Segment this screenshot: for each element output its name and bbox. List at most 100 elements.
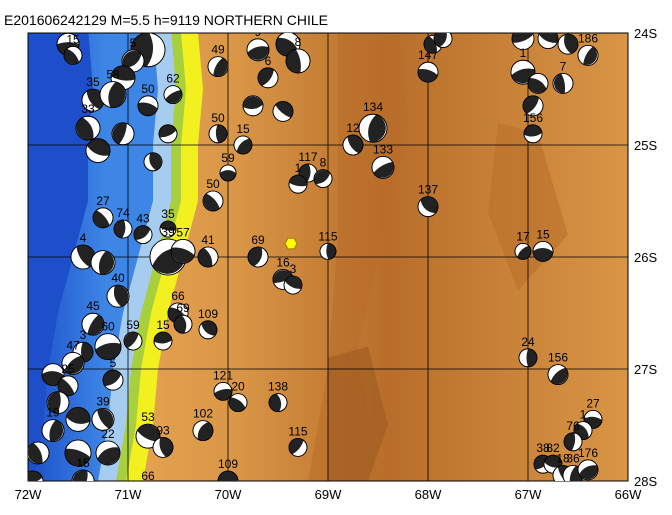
focal-mechanism-beachball[interactable]: 39 [91, 394, 115, 431]
focal-mechanism-beachball[interactable]: 53 [135, 410, 161, 449]
focal-mechanism-beachball[interactable]: 50 [202, 177, 224, 212]
focal-mechanism-beachball[interactable]: 186 [577, 31, 599, 66]
focal-mechanism-beachball[interactable]: 41 [197, 233, 219, 268]
depth-label: 45 [86, 299, 100, 313]
focal-mechanism-beachball[interactable]: 133 [371, 142, 395, 179]
focal-mechanism-beachball[interactable] [111, 122, 135, 146]
focal-mechanism-beachball[interactable]: 109 [198, 307, 218, 340]
focal-mechanism-beachball[interactable]: 115 [288, 424, 308, 457]
focal-mechanism-beachball[interactable] [27, 441, 50, 465]
focal-mechanism-beachball[interactable]: 66 [139, 469, 157, 501]
depth-label: 22 [101, 427, 115, 441]
lat-tick-label: 24S [634, 26, 657, 41]
focal-mechanism-beachball[interactable]: 74 [113, 206, 133, 239]
focal-mechanism-beachball[interactable]: 9 [246, 25, 270, 62]
focal-mechanism-beachball[interactable]: 25 [57, 362, 79, 397]
focal-mechanism-beachball[interactable]: 35 [81, 75, 105, 112]
depth-label: 4 [80, 231, 87, 245]
focal-mechanism-beachball[interactable]: 33 [75, 102, 101, 141]
focal-mechanism-beachball[interactable]: 17 [514, 229, 532, 260]
focal-mechanism-beachball[interactable]: 57 [170, 225, 196, 264]
lat-tick-label: 26S [634, 250, 657, 265]
focal-mechanism-beachball[interactable]: 121 [213, 368, 233, 401]
focal-mechanism-beachball[interactable] [527, 73, 549, 94]
focal-mechanism-beachball[interactable]: 137 [417, 183, 439, 218]
depth-label: 41 [201, 233, 215, 247]
focal-mechanism-beachball[interactable] [64, 439, 92, 467]
focal-mechanism-beachball[interactable]: 43 [133, 212, 153, 245]
focal-mechanism-beachball[interactable]: 49 [207, 43, 229, 77]
focal-mechanism-beachball[interactable] [65, 406, 91, 432]
focal-mechanism-beachball[interactable]: 24 [518, 335, 538, 368]
focal-mechanism-beachball[interactable]: 60 [94, 320, 122, 361]
focal-mechanism-beachball[interactable] [242, 95, 264, 117]
depth-label: 12 [346, 121, 360, 135]
focal-mechanism-beachball[interactable]: 1 [288, 161, 308, 194]
focal-mechanism-beachball[interactable]: 15 [532, 227, 554, 262]
focal-mechanism-beachball[interactable]: 59 [219, 151, 237, 182]
depth-label: 38 [536, 441, 550, 455]
focal-mechanism-beachball[interactable] [85, 138, 111, 164]
epicenter-marker[interactable] [284, 237, 298, 250]
depth-label: 156 [523, 111, 543, 125]
depth-label: 18 [556, 451, 570, 465]
focal-mechanism-beachball[interactable]: 58 [99, 68, 127, 108]
focal-mechanism-beachball[interactable] [158, 124, 178, 144]
focal-mechanism-beachball[interactable]: 47 [61, 338, 85, 375]
focal-mechanism-beachball[interactable]: 22 [95, 427, 121, 466]
focal-mechanism-beachball[interactable]: 156 [547, 351, 569, 386]
focal-mechanism-beachball[interactable]: 6 [257, 54, 279, 89]
focal-mechanism-beachball[interactable]: 176 [577, 446, 599, 481]
focal-mechanism-beachball[interactable] [23, 470, 44, 491]
focal-mechanism-beachball[interactable]: 76 [563, 419, 583, 452]
focal-mechanism-beachball[interactable]: 213 [537, 15, 559, 49]
focal-mechanism-beachball[interactable]: 102 [192, 407, 214, 442]
focal-mechanism-beachball[interactable]: 50 [137, 82, 159, 117]
focal-mechanism-beachball[interactable]: 20 [228, 380, 248, 413]
focal-mechanism-beachball[interactable]: 45 [81, 299, 105, 336]
depth-label: 7 [560, 59, 567, 73]
focal-mechanism-beachball[interactable]: 59 [123, 318, 143, 351]
focal-mechanism-beachball[interactable]: 5 [102, 356, 124, 391]
focal-mechanism-beachball[interactable]: 8 [313, 156, 333, 189]
focal-mechanism-beachball[interactable]: 12 [342, 121, 364, 156]
focal-mechanism-beachball[interactable]: 62 [163, 72, 183, 104]
focal-mechanism-beachball[interactable]: 4 [70, 231, 96, 270]
focal-mechanism-beachball[interactable]: 15 [153, 318, 173, 351]
focal-mechanism-beachball[interactable]: 7 [552, 59, 574, 94]
depth-label: 191 [513, 14, 533, 28]
focal-mechanism-beachball[interactable]: 3 [283, 262, 303, 295]
focal-mechanism-beachball[interactable]: 93 [152, 423, 174, 458]
depth-label: 39 [161, 225, 175, 239]
focal-mechanism-beachball[interactable]: 191 [511, 14, 535, 50]
focal-mechanism-beachball[interactable]: 134 [358, 100, 388, 143]
focal-mechanism-beachball[interactable]: 115 [318, 229, 338, 260]
focal-mechanism-beachball[interactable]: 156 [523, 111, 543, 144]
focal-mechanism-beachball[interactable]: 19 [41, 406, 65, 443]
lat-tick-label: 25S [634, 138, 657, 153]
depth-label: 115 [318, 229, 337, 243]
focal-mechanism-beachball[interactable]: 8 [285, 35, 311, 74]
depth-label: 109 [218, 457, 238, 471]
focal-mechanism-beachball[interactable]: 109 [217, 457, 239, 491]
depth-label: 109 [198, 307, 218, 321]
focal-mechanism-beachball[interactable]: 15 [233, 122, 253, 155]
focal-mechanism-beachball[interactable]: 15 [63, 32, 83, 65]
focal-mechanism-beachball[interactable] [143, 152, 163, 172]
focal-mechanism-beachball[interactable]: 40 [106, 271, 130, 308]
focal-mechanism-beachball[interactable]: 138 [268, 380, 288, 413]
focal-mechanism-beachball[interactable]: 50 [208, 111, 228, 144]
focal-mechanism-beachball[interactable] [522, 95, 544, 117]
focal-mechanism-beachball[interactable] [272, 101, 294, 122]
focal-mechanism-beachball[interactable]: 35 [159, 207, 177, 238]
focal-mechanism-beachball[interactable]: 15 [71, 456, 95, 492]
focal-mechanism-beachball[interactable]: 131 [433, 16, 453, 48]
focal-mechanism-beachball[interactable]: 215 [557, 20, 579, 55]
focal-mechanism-beachball[interactable] [46, 391, 70, 415]
focal-mechanism-beachball[interactable]: 69 [247, 233, 269, 268]
focal-mechanism-beachball[interactable] [90, 250, 116, 276]
depth-label: 15 [236, 122, 250, 136]
focal-mechanism-beachball[interactable]: 27 [92, 194, 114, 229]
focal-mechanism-beachball[interactable]: 69 [173, 301, 193, 334]
